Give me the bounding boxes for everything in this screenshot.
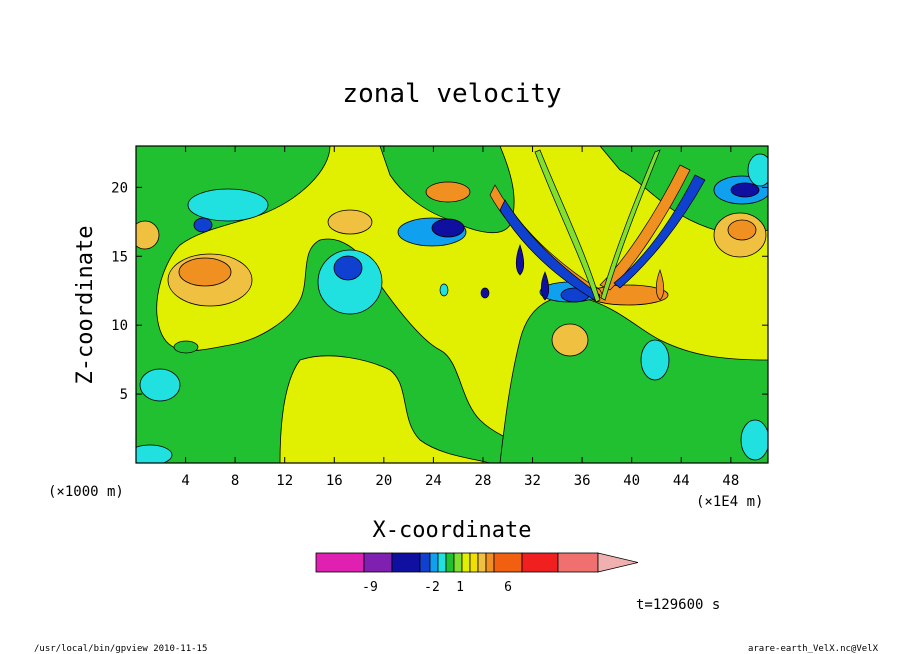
y-tick-label: 15 bbox=[111, 249, 128, 265]
colorbar-arrow bbox=[597, 552, 639, 573]
y-tick-label: 5 bbox=[120, 387, 128, 403]
orange-patch-lower bbox=[551, 323, 589, 357]
x-tick-label: 16 bbox=[326, 473, 343, 489]
x-tick-label: 32 bbox=[524, 473, 541, 489]
colorbar-swatch bbox=[315, 552, 365, 573]
colorbar-swatch bbox=[419, 552, 431, 573]
x-tick-label: 44 bbox=[673, 473, 690, 489]
colorbar-swatch bbox=[363, 552, 393, 573]
cyan-patch-top-right-corner bbox=[747, 153, 768, 187]
x-tick-label: 28 bbox=[475, 473, 492, 489]
x-tick-label: 8 bbox=[231, 473, 239, 489]
wave-bands bbox=[489, 149, 706, 303]
colorbar-labels: -9 -2 1 6 bbox=[362, 580, 512, 595]
footer-left: /usr/local/bin/gpview 2010-11-15 bbox=[34, 644, 207, 654]
x-units-right: (×1E4 m) bbox=[696, 494, 763, 510]
orange-patch-left-core bbox=[178, 257, 232, 287]
orange-patch-mid bbox=[327, 209, 373, 235]
orange-patch-top bbox=[425, 181, 471, 203]
y-axis-label: Z-coordinate bbox=[73, 226, 98, 385]
x-tick-label: 12 bbox=[276, 473, 293, 489]
orange-patch-right-core bbox=[727, 219, 757, 241]
time-annotation: t=129600 s bbox=[636, 597, 720, 613]
blue-core-upper-left bbox=[193, 217, 213, 233]
x-units-left: (×1000 m) bbox=[48, 484, 124, 500]
cyan-patch-upper bbox=[187, 188, 269, 222]
colorbar-tick-label: 6 bbox=[504, 580, 512, 595]
x-tick-label: 36 bbox=[574, 473, 591, 489]
blue-core-right-top bbox=[730, 182, 760, 198]
x-tick-label: 24 bbox=[425, 473, 442, 489]
colorbar-tick-label: 1 bbox=[456, 580, 464, 595]
colorbar-swatch bbox=[461, 552, 471, 573]
colorbar-swatch bbox=[521, 552, 559, 573]
x-tick-label: 48 bbox=[722, 473, 739, 489]
footer-right: arare-earth_VelX.nc@VelX bbox=[748, 644, 879, 654]
x-tick-label: 40 bbox=[623, 473, 640, 489]
plot-frame bbox=[135, 145, 769, 464]
contour-field bbox=[136, 146, 768, 463]
x-axis-label: X-coordinate bbox=[373, 518, 532, 543]
colorbar-swatch bbox=[453, 552, 463, 573]
cyan-patch-lower-left bbox=[139, 368, 181, 402]
cyan-patch-bottom-left bbox=[136, 444, 173, 463]
blue-core-top-center bbox=[431, 218, 465, 238]
cyan-patch-lower-right bbox=[640, 339, 670, 381]
colorbar-swatch bbox=[557, 552, 599, 573]
y-tick-label: 20 bbox=[111, 180, 128, 196]
colorbar-swatch bbox=[437, 552, 447, 573]
y-tick-label: 10 bbox=[111, 318, 128, 334]
cyan-dot-b bbox=[173, 340, 199, 354]
colorbar-tick-label: -9 bbox=[362, 580, 378, 595]
colorbar-swatch bbox=[493, 552, 523, 573]
orange-patch-far-left bbox=[136, 220, 160, 250]
colorbar-swatch bbox=[469, 552, 479, 573]
x-axis-ticks: 4 8 12 16 20 24 28 32 36 40 44 48 bbox=[181, 146, 739, 489]
colorbar-tick-label: -2 bbox=[424, 580, 440, 595]
chart-title: zonal velocity bbox=[342, 79, 561, 109]
colorbar-swatch bbox=[429, 552, 439, 573]
blue-dot-a bbox=[480, 287, 490, 299]
yellow-lower-mid bbox=[279, 355, 491, 463]
colorbar-swatch bbox=[477, 552, 487, 573]
colorbar-swatch bbox=[391, 552, 421, 573]
y-axis-ticks: 5 10 15 20 bbox=[111, 180, 768, 403]
x-tick-label: 4 bbox=[181, 473, 189, 489]
blue-core-mid bbox=[333, 255, 363, 281]
colorbar-swatch bbox=[485, 552, 495, 573]
colorbar bbox=[315, 552, 639, 573]
cyan-dot-c bbox=[439, 283, 449, 297]
colorbar-swatch bbox=[445, 552, 455, 573]
cyan-patch-far-right bbox=[740, 419, 768, 461]
x-tick-label: 20 bbox=[375, 473, 392, 489]
